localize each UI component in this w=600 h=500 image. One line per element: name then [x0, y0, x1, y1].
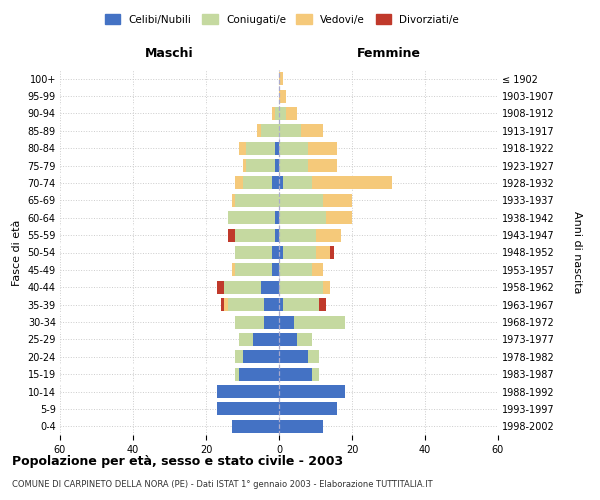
Bar — [239, 142, 246, 154]
Bar — [312, 368, 319, 380]
Bar — [224, 280, 261, 294]
Bar — [279, 159, 308, 172]
Bar — [239, 333, 253, 346]
Bar — [235, 246, 272, 259]
Bar — [224, 298, 228, 311]
Bar — [246, 142, 275, 154]
Bar — [308, 142, 337, 154]
Bar — [217, 280, 224, 294]
Bar — [279, 264, 312, 276]
Bar — [293, 316, 345, 328]
Bar — [217, 385, 279, 398]
Text: Maschi: Maschi — [145, 46, 194, 60]
Bar — [265, 298, 279, 311]
Bar — [297, 333, 312, 346]
Bar — [235, 350, 242, 364]
Bar — [286, 107, 297, 120]
Bar — [279, 176, 283, 190]
Bar — [275, 159, 279, 172]
Bar — [279, 402, 337, 415]
Bar — [235, 264, 272, 276]
Bar — [272, 176, 279, 190]
Bar — [232, 194, 235, 207]
Bar — [279, 280, 323, 294]
Bar — [279, 90, 286, 102]
Bar — [323, 194, 352, 207]
Bar — [235, 368, 239, 380]
Bar — [242, 176, 272, 190]
Bar — [275, 228, 279, 241]
Bar — [253, 333, 279, 346]
Bar — [261, 124, 279, 138]
Bar — [316, 246, 330, 259]
Bar — [326, 211, 352, 224]
Text: COMUNE DI CARPINETO DELLA NORA (PE) - Dati ISTAT 1° gennaio 2003 - Elaborazione : COMUNE DI CARPINETO DELLA NORA (PE) - Da… — [12, 480, 433, 489]
Y-axis label: Fasce di età: Fasce di età — [12, 220, 22, 286]
Bar — [279, 124, 301, 138]
Bar — [228, 298, 265, 311]
Bar — [275, 142, 279, 154]
Bar — [235, 316, 265, 328]
Text: Popolazione per età, sesso e stato civile - 2003: Popolazione per età, sesso e stato civil… — [12, 455, 343, 468]
Bar — [239, 368, 279, 380]
Bar — [279, 211, 326, 224]
Legend: Celibi/Nubili, Coniugati/e, Vedovi/e, Divorziati/e: Celibi/Nubili, Coniugati/e, Vedovi/e, Di… — [101, 10, 463, 29]
Bar — [228, 228, 235, 241]
Bar — [265, 316, 279, 328]
Bar — [279, 298, 283, 311]
Bar — [279, 72, 283, 85]
Bar — [246, 159, 275, 172]
Text: Femmine: Femmine — [356, 46, 421, 60]
Bar — [221, 298, 224, 311]
Bar — [242, 159, 246, 172]
Y-axis label: Anni di nascita: Anni di nascita — [572, 211, 582, 294]
Bar — [316, 228, 341, 241]
Bar — [261, 280, 279, 294]
Bar — [272, 246, 279, 259]
Bar — [330, 246, 334, 259]
Bar — [279, 316, 293, 328]
Bar — [312, 264, 323, 276]
Bar — [279, 246, 283, 259]
Bar — [279, 350, 308, 364]
Bar — [232, 264, 235, 276]
Bar — [279, 385, 344, 398]
Bar — [319, 298, 326, 311]
Bar — [279, 142, 308, 154]
Bar — [272, 264, 279, 276]
Bar — [275, 211, 279, 224]
Bar — [308, 350, 319, 364]
Bar — [235, 228, 275, 241]
Bar — [279, 420, 323, 433]
Bar — [242, 350, 279, 364]
Bar — [235, 176, 242, 190]
Bar — [232, 420, 279, 433]
Bar — [323, 280, 330, 294]
Bar — [279, 194, 323, 207]
Bar — [279, 368, 312, 380]
Bar — [301, 124, 323, 138]
Bar — [312, 176, 392, 190]
Bar — [308, 159, 337, 172]
Bar — [275, 107, 279, 120]
Bar — [283, 246, 316, 259]
Bar — [217, 402, 279, 415]
Bar — [279, 228, 316, 241]
Bar — [272, 107, 275, 120]
Bar — [283, 298, 319, 311]
Bar — [279, 333, 297, 346]
Bar — [235, 194, 279, 207]
Bar — [283, 176, 312, 190]
Bar — [228, 211, 275, 224]
Bar — [279, 107, 286, 120]
Bar — [257, 124, 261, 138]
